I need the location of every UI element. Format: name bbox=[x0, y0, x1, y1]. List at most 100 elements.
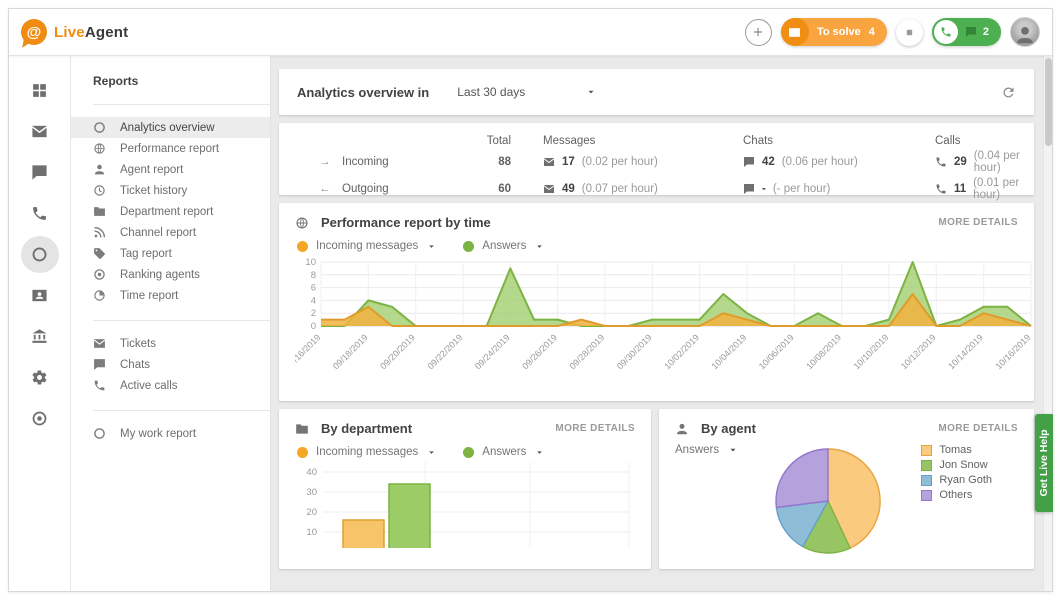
incoming-total: 88 bbox=[498, 155, 511, 168]
incoming-messages: 17 (0.02 per hour) bbox=[511, 148, 729, 175]
get-live-help-tab[interactable]: Get Live Help bbox=[1035, 414, 1053, 512]
incoming-chats: 42 (0.06 per hour) bbox=[729, 148, 921, 175]
agent-legend-tomas: Tomas bbox=[921, 444, 992, 456]
menu-item-time-report[interactable]: Time report bbox=[71, 285, 270, 306]
ticket-history-icon bbox=[93, 184, 107, 197]
chevron-down-icon bbox=[426, 241, 437, 252]
main-content: Analytics overview in Last 30 days Total… bbox=[271, 56, 1052, 591]
chats-icon bbox=[93, 358, 107, 371]
reports-panel-title: Reports bbox=[93, 74, 139, 88]
green-count: 2 bbox=[982, 26, 989, 38]
menu-item-performance-report[interactable]: Performance report bbox=[71, 138, 270, 159]
date-range-select[interactable]: Last 30 days bbox=[457, 85, 597, 99]
menu-item-ranking-agents[interactable]: Ranking agents bbox=[71, 264, 270, 285]
outgoing-chats: - (- per hour) bbox=[729, 175, 921, 202]
stats-card: Total Messages Chats Calls → Incoming 88… bbox=[279, 123, 1034, 201]
to-solve-button[interactable]: To solve 4 bbox=[780, 18, 887, 46]
divider bbox=[93, 320, 270, 321]
performance-more-details-link[interactable]: MORE DETAILS bbox=[938, 217, 1018, 228]
rail-gear-icon[interactable] bbox=[21, 359, 59, 396]
phone-icon bbox=[933, 20, 958, 44]
rail-phone-icon[interactable] bbox=[21, 195, 59, 232]
menu-item-agent-report[interactable]: Agent report bbox=[71, 159, 270, 180]
active-calls-icon bbox=[93, 379, 107, 392]
reports-menu-group-1: Tickets Chats Active calls bbox=[71, 333, 270, 410]
svg-text:8: 8 bbox=[311, 270, 316, 281]
to-solve-label: To solve bbox=[816, 26, 861, 38]
performance-report-icon bbox=[93, 142, 107, 155]
add-button[interactable] bbox=[744, 18, 772, 46]
rail-mail-icon[interactable] bbox=[21, 113, 59, 150]
scrollbar-thumb[interactable] bbox=[1045, 58, 1052, 146]
answers-filter-select[interactable]: Answers bbox=[675, 444, 739, 563]
stats-row-incoming-label: → Incoming bbox=[319, 155, 389, 168]
vertical-scrollbar[interactable] bbox=[1043, 56, 1052, 591]
rail-contact-card-icon[interactable] bbox=[21, 277, 59, 314]
arrow-right-icon: → bbox=[319, 155, 331, 168]
svg-text:4: 4 bbox=[311, 295, 316, 306]
rail-chat-icon[interactable] bbox=[21, 154, 59, 191]
jon-snow-swatch-icon bbox=[921, 459, 933, 471]
brand-live: Live bbox=[54, 23, 85, 41]
reports-menu-group-0: Analytics overview Performance report Ag… bbox=[71, 117, 270, 320]
overview-title: Analytics overview in bbox=[297, 84, 430, 100]
stats-header-messages: Messages bbox=[543, 134, 596, 147]
chat-icon bbox=[743, 156, 755, 168]
svg-text:09/22/2019: 09/22/2019 bbox=[425, 332, 464, 371]
phone-icon bbox=[935, 183, 947, 195]
reports-menu-group-2: My work report bbox=[71, 423, 270, 458]
agent-more-details-link[interactable]: MORE DETAILS bbox=[938, 423, 1018, 434]
menu-item-active-calls[interactable]: Active calls bbox=[71, 375, 270, 396]
menu-item-department-report[interactable]: Department report bbox=[71, 201, 270, 222]
legend-answers[interactable]: Answers bbox=[463, 240, 545, 252]
rail-circle-icon[interactable] bbox=[20, 236, 59, 273]
incoming-messages-dot-icon bbox=[297, 446, 308, 458]
divider bbox=[93, 104, 270, 105]
menu-item-tag-report[interactable]: Tag report bbox=[71, 243, 270, 264]
rail-grid-icon[interactable] bbox=[21, 72, 59, 109]
svg-text:09/28/2019: 09/28/2019 bbox=[567, 332, 606, 371]
answers-dot-icon bbox=[463, 240, 475, 252]
brand-agent: Agent bbox=[84, 23, 129, 41]
performance-report-card: Performance report by time MORE DETAILS … bbox=[279, 203, 1034, 401]
menu-item-my-work-report[interactable]: My work report bbox=[71, 423, 270, 444]
svg-text:09/18/2019: 09/18/2019 bbox=[331, 332, 370, 371]
liveagent-logo-icon: @ bbox=[21, 19, 47, 45]
by-department-card: By department MORE DETAILS Incoming mess… bbox=[279, 409, 651, 569]
ranking-agents-icon bbox=[93, 268, 107, 281]
chevron-down-icon bbox=[534, 241, 545, 252]
performance-title: Performance report by time bbox=[321, 215, 491, 230]
tickets-icon bbox=[93, 337, 107, 350]
svg-text:10/04/2019: 10/04/2019 bbox=[709, 332, 748, 371]
legend-incoming-messages[interactable]: Incoming messages bbox=[297, 240, 437, 252]
menu-item-channel-report[interactable]: Channel report bbox=[71, 222, 270, 243]
chevron-down-icon bbox=[534, 447, 545, 458]
pause-button[interactable] bbox=[895, 18, 923, 46]
menu-item-chats[interactable]: Chats bbox=[71, 354, 270, 375]
answers-dot-icon bbox=[463, 446, 475, 458]
calls-chats-button[interactable]: 2 bbox=[931, 18, 1001, 46]
legend-incoming-messages[interactable]: Incoming messages bbox=[297, 446, 437, 458]
divider bbox=[93, 410, 270, 411]
time-area-chart: 0 2 4 6 8 10 09/16/2019 09/18/2019 09/20/2019 09/… bbox=[283, 256, 1032, 393]
date-range-value: Last 30 days bbox=[457, 85, 526, 99]
refresh-button[interactable] bbox=[1001, 85, 1016, 100]
tag-report-icon bbox=[93, 247, 107, 260]
svg-text:09/26/2019: 09/26/2019 bbox=[520, 332, 559, 371]
menu-item-analytics-overview[interactable]: Analytics overview bbox=[71, 117, 270, 138]
menu-item-tickets[interactable]: Tickets bbox=[71, 333, 270, 354]
icon-rail bbox=[9, 56, 71, 591]
menu-item-ticket-history[interactable]: Ticket history bbox=[71, 180, 270, 201]
svg-text:10: 10 bbox=[305, 257, 316, 268]
rail-target-icon[interactable] bbox=[21, 400, 59, 437]
avatar[interactable] bbox=[1010, 17, 1040, 47]
department-bar-chart: 40 30 20 10 bbox=[295, 462, 635, 553]
legend-answers[interactable]: Answers bbox=[463, 446, 545, 458]
svg-text:09/20/2019: 09/20/2019 bbox=[378, 332, 417, 371]
department-more-details-link[interactable]: MORE DETAILS bbox=[555, 423, 635, 434]
reports-panel: Reports Analytics overview Performance r… bbox=[71, 56, 271, 591]
rail-bank-icon[interactable] bbox=[21, 318, 59, 355]
to-solve-count: 4 bbox=[868, 26, 875, 38]
time-report-icon bbox=[93, 289, 107, 302]
folder-icon bbox=[295, 422, 309, 436]
